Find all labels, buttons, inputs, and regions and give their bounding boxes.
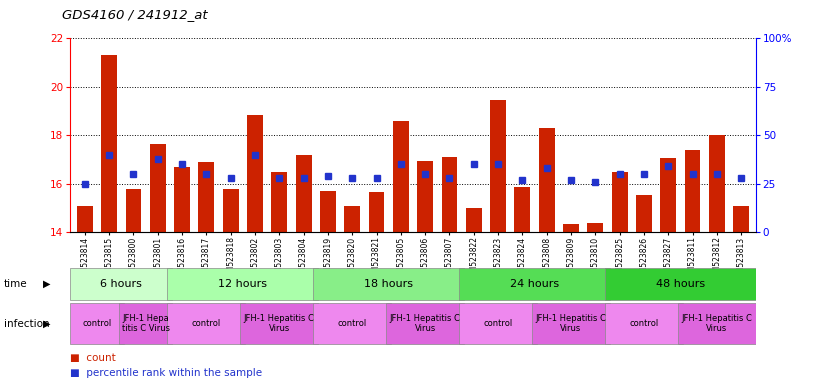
Text: JFH-1 Hepa
titis C Virus: JFH-1 Hepa titis C Virus xyxy=(121,314,169,333)
Bar xyxy=(296,155,311,232)
Bar xyxy=(709,136,724,232)
Bar xyxy=(605,303,683,344)
Text: control: control xyxy=(338,319,367,328)
Text: time: time xyxy=(4,279,28,289)
Bar xyxy=(459,268,610,300)
Bar xyxy=(174,167,190,232)
Bar xyxy=(119,303,173,344)
Bar xyxy=(77,206,93,232)
Text: JFH-1 Hepatitis C
Virus: JFH-1 Hepatitis C Virus xyxy=(390,314,461,333)
Bar xyxy=(344,206,360,232)
Bar xyxy=(685,150,700,232)
Text: ■  count: ■ count xyxy=(70,353,116,363)
Bar xyxy=(198,162,214,232)
Bar xyxy=(272,172,287,232)
Text: ▶: ▶ xyxy=(43,318,50,329)
Bar xyxy=(733,206,749,232)
Bar xyxy=(532,303,610,344)
Bar xyxy=(515,187,530,232)
Text: 6 hours: 6 hours xyxy=(100,279,142,289)
Bar xyxy=(70,303,124,344)
Bar xyxy=(490,100,506,232)
Bar xyxy=(587,223,603,232)
Bar xyxy=(636,195,652,232)
Bar xyxy=(70,268,173,300)
Bar xyxy=(660,158,676,232)
Bar xyxy=(102,55,117,232)
Text: control: control xyxy=(83,319,112,328)
Text: 18 hours: 18 hours xyxy=(364,279,413,289)
Text: control: control xyxy=(192,319,221,328)
Bar xyxy=(313,303,392,344)
Bar xyxy=(539,128,554,232)
Bar xyxy=(320,191,336,232)
Bar xyxy=(223,189,239,232)
Bar xyxy=(563,224,579,232)
Bar xyxy=(605,268,756,300)
Text: GDS4160 / 241912_at: GDS4160 / 241912_at xyxy=(62,8,207,21)
Bar xyxy=(466,208,482,232)
Bar xyxy=(678,303,756,344)
Bar xyxy=(168,303,245,344)
Text: 24 hours: 24 hours xyxy=(510,279,559,289)
Text: 48 hours: 48 hours xyxy=(656,279,705,289)
Bar xyxy=(150,144,166,232)
Bar xyxy=(368,192,384,232)
Text: JFH-1 Hepatitis C
Virus: JFH-1 Hepatitis C Virus xyxy=(535,314,606,333)
Bar xyxy=(612,172,628,232)
Bar xyxy=(240,303,318,344)
Bar xyxy=(313,268,464,300)
Bar xyxy=(387,303,464,344)
Text: JFH-1 Hepatitis C
Virus: JFH-1 Hepatitis C Virus xyxy=(681,314,752,333)
Bar xyxy=(459,303,537,344)
Text: JFH-1 Hepatitis C
Virus: JFH-1 Hepatitis C Virus xyxy=(244,314,315,333)
Text: ▶: ▶ xyxy=(43,279,50,289)
Bar xyxy=(442,157,458,232)
Text: 12 hours: 12 hours xyxy=(218,279,268,289)
Text: ■  percentile rank within the sample: ■ percentile rank within the sample xyxy=(70,368,263,378)
Bar xyxy=(247,115,263,232)
Text: control: control xyxy=(629,319,658,328)
Bar xyxy=(168,268,318,300)
Bar xyxy=(393,121,409,232)
Text: infection: infection xyxy=(4,318,50,329)
Bar xyxy=(126,189,141,232)
Text: control: control xyxy=(483,319,513,328)
Bar xyxy=(417,161,433,232)
